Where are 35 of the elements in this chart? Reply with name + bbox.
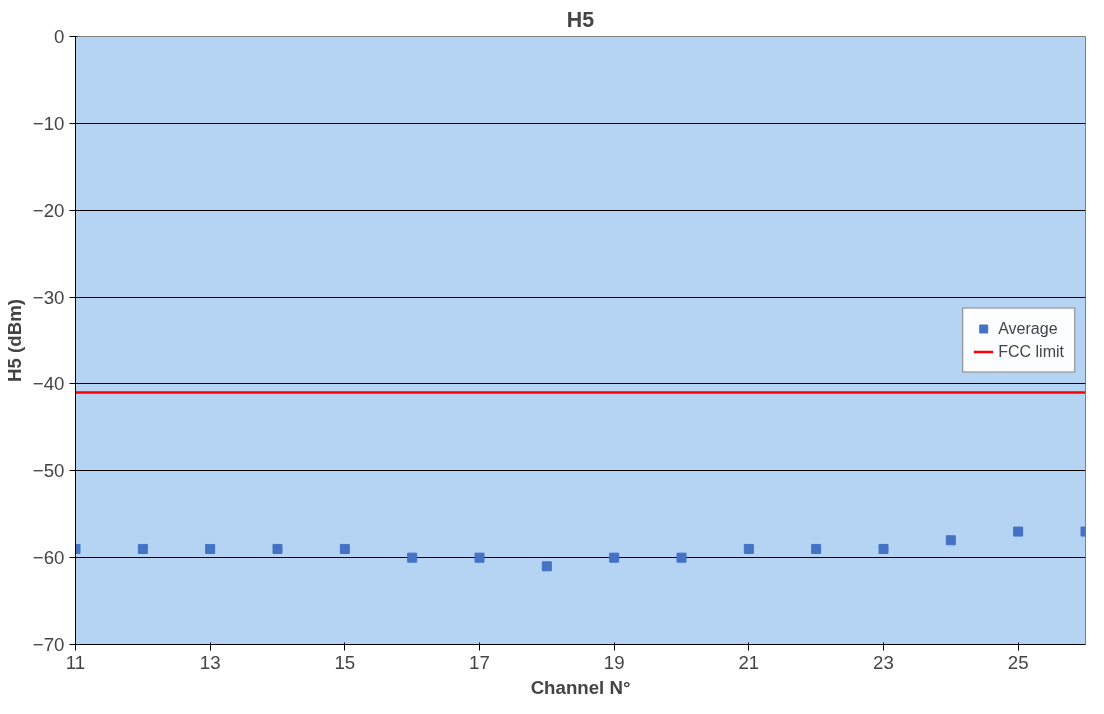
y-tick-label: −40 <box>32 373 65 395</box>
point <box>945 535 956 546</box>
point <box>878 543 889 554</box>
x-axis-title: Channel N° <box>530 676 631 698</box>
y-tick-label: −60 <box>32 547 65 569</box>
x-tick-label: 23 <box>873 651 894 673</box>
point <box>339 543 350 554</box>
chart-title: H5 <box>566 7 595 32</box>
x-tick-label: 25 <box>1007 651 1029 673</box>
x-tick-label: 15 <box>334 651 356 673</box>
point <box>205 543 216 554</box>
point <box>137 543 148 554</box>
point <box>474 552 485 563</box>
y-tick-label: −20 <box>32 199 65 221</box>
x-tick-label: 19 <box>603 651 625 673</box>
point <box>743 543 754 554</box>
point <box>811 543 822 554</box>
y-tick-label: −70 <box>32 634 65 655</box>
x-tick-label: 11 <box>65 651 86 673</box>
x-tick-label: 21 <box>738 651 760 673</box>
point <box>407 552 418 563</box>
point <box>272 543 283 554</box>
point <box>609 552 620 563</box>
point <box>676 552 687 563</box>
point <box>1013 526 1024 537</box>
y-axis-title: H5 (dBm) <box>3 299 25 382</box>
y-tick-label: −50 <box>32 460 65 482</box>
legend-label: Average <box>998 319 1058 338</box>
legend-label: FCC limit <box>998 342 1064 361</box>
x-tick-label: 17 <box>469 651 490 673</box>
y-tick-label: −30 <box>32 286 65 308</box>
x-tick-label: 13 <box>199 651 221 673</box>
y-tick-label: −10 <box>32 112 65 134</box>
y-tick-label: 0 <box>54 26 65 47</box>
point <box>541 561 552 572</box>
